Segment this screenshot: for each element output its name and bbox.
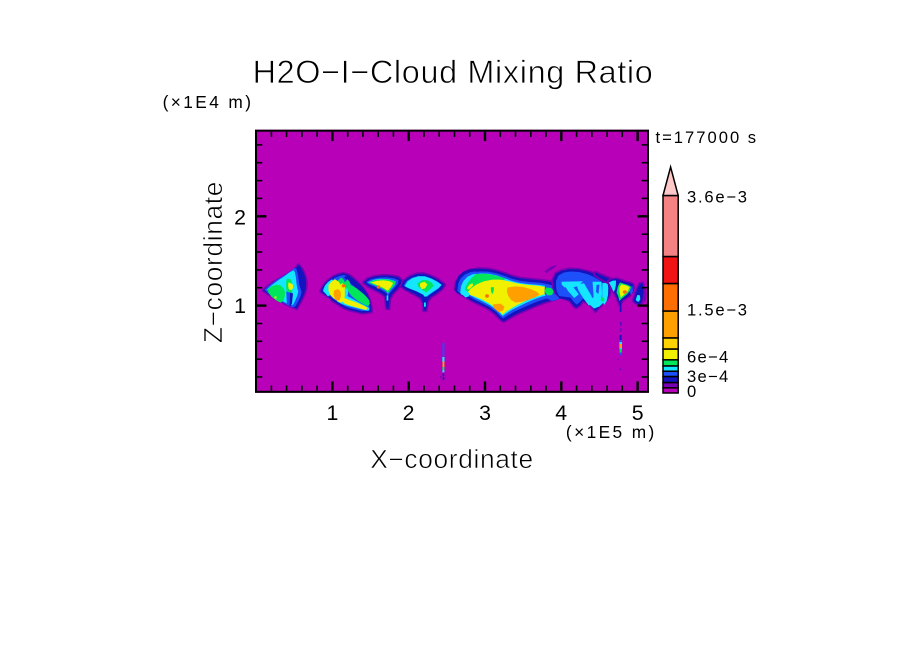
svg-text:3: 3 bbox=[479, 401, 491, 425]
svg-text:t=177000 s: t=177000 s bbox=[656, 128, 759, 147]
svg-text:1: 1 bbox=[234, 294, 246, 318]
svg-text:3.6e−3: 3.6e−3 bbox=[687, 188, 749, 207]
svg-text:(×1E4 m): (×1E4 m) bbox=[163, 92, 254, 112]
svg-text:(×1E5 m): (×1E5 m) bbox=[566, 422, 657, 442]
svg-text:X−coordinate: X−coordinate bbox=[370, 444, 534, 474]
svg-text:2: 2 bbox=[403, 401, 415, 425]
svg-text:6e−4: 6e−4 bbox=[687, 348, 730, 367]
svg-text:5: 5 bbox=[632, 401, 644, 425]
svg-text:H2O−I−Cloud Mixing Ratio: H2O−I−Cloud Mixing Ratio bbox=[253, 54, 654, 90]
svg-text:1: 1 bbox=[326, 401, 338, 425]
svg-text:1.5e−3: 1.5e−3 bbox=[687, 301, 749, 320]
svg-text:2: 2 bbox=[234, 205, 246, 229]
svg-text:0: 0 bbox=[687, 382, 696, 401]
svg-text:4: 4 bbox=[555, 401, 567, 425]
svg-text:3e−4: 3e−4 bbox=[687, 367, 730, 386]
svg-text:Z−coordinate: Z−coordinate bbox=[198, 181, 228, 343]
